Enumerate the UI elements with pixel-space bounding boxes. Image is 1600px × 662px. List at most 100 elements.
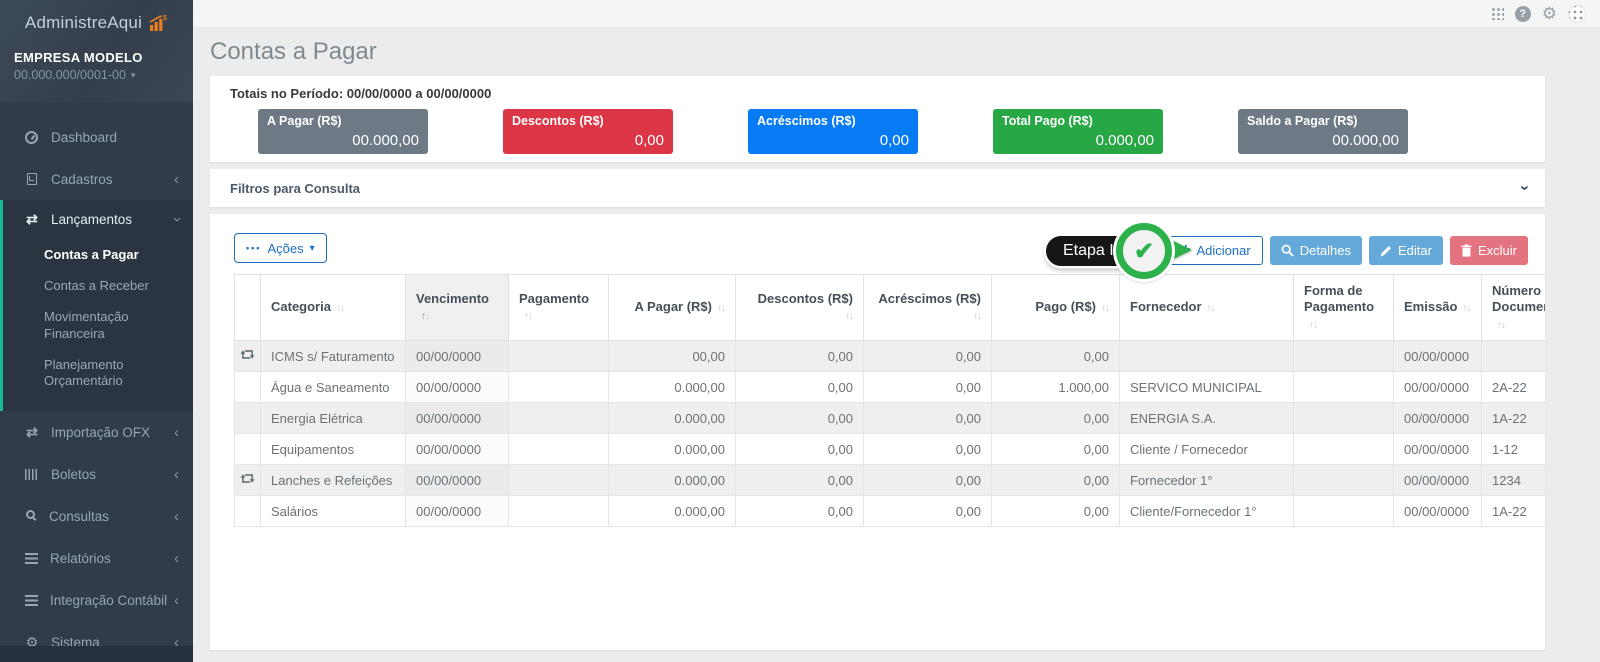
toolbar: ••• Ações ▾ + Adicionar Detalhes Editar <box>210 214 1545 274</box>
sidebar-item-label: Lançamentos <box>51 212 132 227</box>
sidebar-item-consultas[interactable]: Consultas‹ <box>0 495 193 537</box>
cell-a-pagar-r: 0.000,00 <box>609 496 736 527</box>
sidebar-item-lancamentos[interactable]: Lançamentos ‹ <box>3 200 193 238</box>
logo-chart-icon: $ <box>148 14 168 32</box>
col-header-descontos-r[interactable]: Descontos (R$)↑↓ <box>736 275 864 341</box>
detalhes-button[interactable]: Detalhes <box>1270 236 1362 265</box>
table-row[interactable]: Lanches e Refeições00/00/00000.000,000,0… <box>235 465 1546 496</box>
col-header-label: Fornecedor <box>1130 299 1202 314</box>
sidebar-item-label: Dashboard <box>51 130 117 145</box>
sidebar-subitem-contas-a-pagar[interactable]: Contas a Pagar <box>3 240 193 271</box>
cell-descontos-r: 0,00 <box>736 403 864 434</box>
company-id: 00.000.000/0001-00 <box>14 68 126 82</box>
cell-a-pagar-r: 0.000,00 <box>609 403 736 434</box>
cell-forma-de-pagamento <box>1294 496 1394 527</box>
table-row[interactable]: ICMS s/ Faturamento00/00/000000,000,000,… <box>235 341 1546 372</box>
sidebar-footer <box>0 646 193 662</box>
col-header-label: Pagamento <box>519 291 589 306</box>
data-table-container: Categoria↑↓Vencimento↑↓Pagamento↑↓A Paga… <box>234 274 1545 527</box>
col-header-fornecedor[interactable]: Fornecedor↑↓ <box>1120 275 1294 341</box>
sidebar-item-importacao-ofx[interactable]: Importação OFX‹ <box>0 411 193 453</box>
table-row[interactable]: Equipamentos00/00/00000.000,000,000,000,… <box>235 434 1546 465</box>
recurring-cell <box>235 341 261 372</box>
ellipsis-icon: ••• <box>246 243 261 253</box>
chevron-left-icon: ‹ <box>174 509 179 524</box>
filters-title: Filtros para Consulta <box>230 181 360 196</box>
company-block[interactable]: EMPRESA MODELO 00.000.000/0001-00 ▾ <box>0 46 193 92</box>
trash-icon <box>1461 244 1472 257</box>
avatar[interactable] <box>1568 5 1586 23</box>
card-value: 00.000,00 <box>1332 132 1399 149</box>
sidebar-item-cadastros[interactable]: Cadastros‹ <box>0 158 193 200</box>
cell-numero-documento <box>1482 341 1546 372</box>
cell-descontos-r: 0,00 <box>736 434 864 465</box>
card-label: A Pagar (R$) <box>267 114 419 128</box>
col-header-pago-r[interactable]: Pago (R$) ↑↓ <box>992 275 1120 341</box>
col-header-a-pagar-r[interactable]: A Pagar (R$) ↑↓ <box>609 275 736 341</box>
table-panel: ••• Ações ▾ + Adicionar Detalhes Editar <box>210 214 1545 650</box>
cell-fornecedor: SERVICO MUNICIPAL <box>1120 372 1294 403</box>
sidebar-subitem-contas-a-receber[interactable]: Contas a Receber <box>3 271 193 302</box>
sidebar-item-integracao-contabil[interactable]: Integração Contábil‹ <box>0 579 193 621</box>
sidebar-item-boletos[interactable]: Boletos‹ <box>0 453 193 495</box>
sort-arrows-icon: ↑↓ <box>1497 320 1505 333</box>
total-card-saldo-a-pagar-r: Saldo a Pagar (R$)00.000,00 <box>1238 109 1408 154</box>
recurring-cell <box>235 465 261 496</box>
col-header-label: Pago (R$) <box>1035 299 1096 314</box>
card-label: Acréscimos (R$) <box>757 114 909 128</box>
col-header-forma-de-pagamento[interactable]: Forma de Pagamento↑↓ <box>1294 275 1394 341</box>
col-header-label: A Pagar (R$) <box>634 299 712 314</box>
cell-vencimento: 00/00/0000 <box>406 341 509 372</box>
col-header-pagamento[interactable]: Pagamento ↑↓ <box>509 275 609 341</box>
apps-grid-icon[interactable] <box>1491 7 1504 20</box>
icon-cell <box>235 496 261 527</box>
cell-categoria: Equipamentos <box>261 434 406 465</box>
col-header-acrescimos-r[interactable]: Acréscimos (R$)↑↓ <box>864 275 992 341</box>
sort-arrows-icon: ↑↓ <box>1101 303 1109 316</box>
col-header-emissao[interactable]: Emissão↑↓ <box>1394 275 1482 341</box>
col-header-label: Descontos (R$) <box>758 291 853 306</box>
col-header-vencimento[interactable]: Vencimento↑↓ <box>406 275 509 341</box>
sidebar-subitem-movimentacao-financeira[interactable]: Movimentação Financeira <box>3 302 193 350</box>
excluir-button[interactable]: Excluir <box>1450 236 1528 265</box>
cell-numero-documento: 1234 <box>1482 465 1546 496</box>
editar-button[interactable]: Editar <box>1369 236 1443 265</box>
col-header-categoria[interactable]: Categoria↑↓ <box>261 275 406 341</box>
cell-descontos-r: 0,00 <box>736 465 864 496</box>
total-card-acrescimos-r: Acréscimos (R$)0,00 <box>748 109 918 154</box>
cell-pago-r: 0,00 <box>992 403 1120 434</box>
pencil-icon <box>1380 245 1392 257</box>
cell-forma-de-pagamento <box>1294 465 1394 496</box>
sidebar-item-relatorios[interactable]: Relatórios‹ <box>0 537 193 579</box>
card-value: 0.000,00 <box>1096 132 1154 149</box>
chevron-left-icon: ‹ <box>174 551 179 566</box>
table-row[interactable]: Água e Saneamento00/00/00000.000,000,000… <box>235 372 1546 403</box>
table-header-row: Categoria↑↓Vencimento↑↓Pagamento↑↓A Paga… <box>235 275 1546 341</box>
table-row[interactable]: Salários00/00/00000.000,000,000,000,00Cl… <box>235 496 1546 527</box>
dashboard-icon <box>25 131 38 144</box>
gear-icon[interactable] <box>1542 5 1557 22</box>
exchange-icon <box>22 424 42 441</box>
cell-emissao: 00/00/0000 <box>1394 372 1482 403</box>
sidebar-subitem-planejamento-orcamentario[interactable]: Planejamento Orçamentário <box>3 350 193 398</box>
cell-vencimento: 00/00/0000 <box>406 434 509 465</box>
app-logo-text: AdministreAqui <box>25 13 142 33</box>
table-row[interactable]: Energia Elétrica00/00/00000.000,000,000,… <box>235 403 1546 434</box>
col-header-numero-documento[interactable]: Número Documento↑↓ <box>1482 275 1546 341</box>
chevron-down-icon[interactable]: ‹ <box>1515 185 1533 190</box>
sort-arrows-icon: ↑↓ <box>524 311 532 324</box>
total-card-a-pagar-r: A Pagar (R$)00.000,00 <box>258 109 428 154</box>
chevron-down-icon: ‹ <box>169 217 184 222</box>
action-buttons: + Adicionar Detalhes Editar <box>1169 236 1528 265</box>
sort-arrows-icon: ↑↓ <box>717 303 725 316</box>
cell-acrescimos-r: 0,00 <box>864 496 992 527</box>
cell-vencimento: 00/00/0000 <box>406 465 509 496</box>
sidebar-item-dashboard[interactable]: Dashboard <box>0 116 193 158</box>
app-logo[interactable]: AdministreAqui $ <box>0 0 193 46</box>
cell-descontos-r: 0,00 <box>736 496 864 527</box>
sort-arrows-icon: ↑↓ <box>973 311 981 324</box>
help-icon[interactable]: ? <box>1515 6 1531 22</box>
filters-panel[interactable]: Filtros para Consulta ‹ <box>210 169 1545 207</box>
sort-arrows-icon: ↑↓ <box>1309 320 1317 333</box>
acoes-dropdown-button[interactable]: ••• Ações ▾ <box>234 233 327 263</box>
